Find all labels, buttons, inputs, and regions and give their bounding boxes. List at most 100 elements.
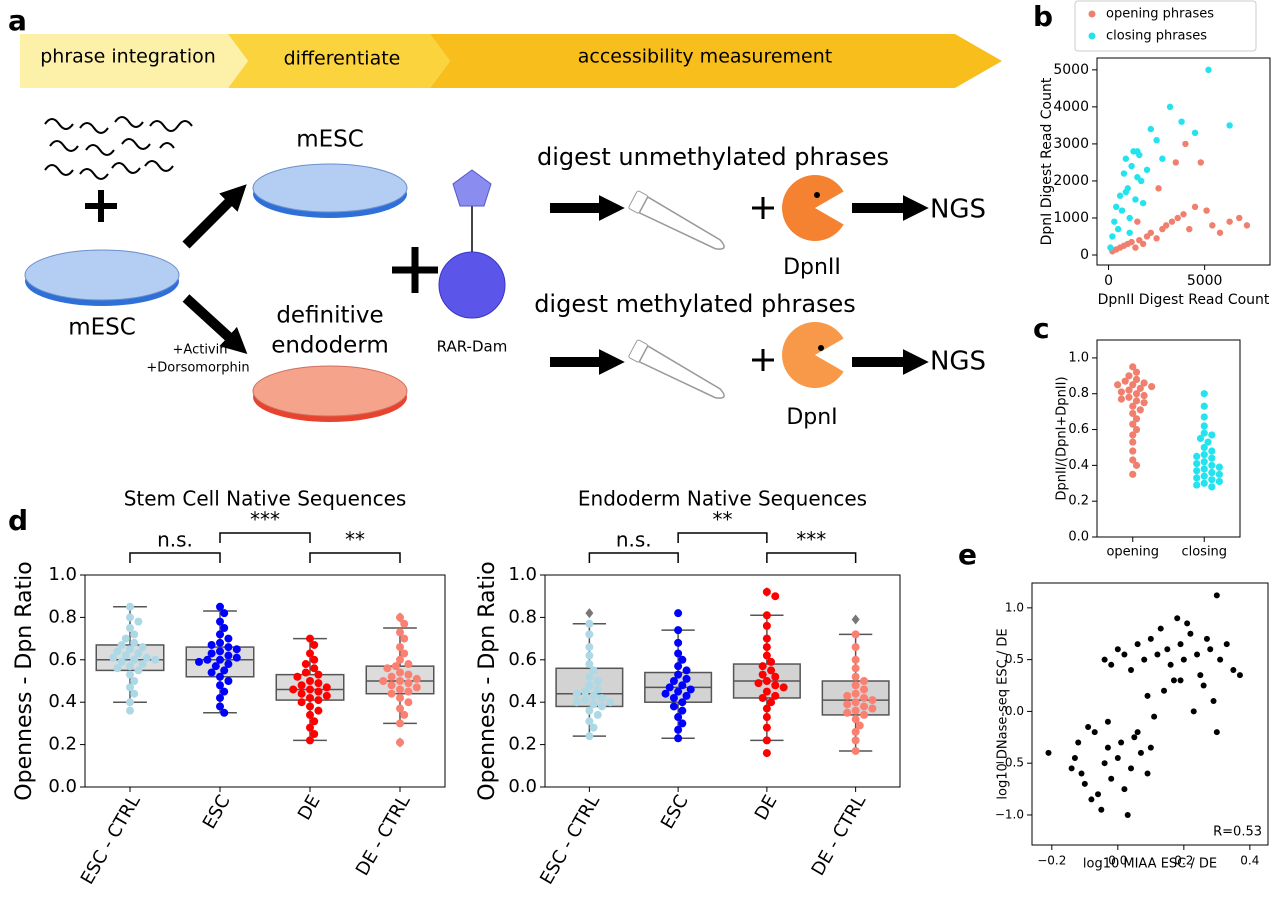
point [1148,382,1156,391]
plus-sign [392,247,438,293]
y-tick-label: 0 [1080,247,1089,263]
point [322,683,331,692]
point [762,723,771,732]
point [224,634,233,643]
point [1126,229,1133,236]
point [1170,677,1177,684]
point [1226,122,1233,129]
point [1071,755,1078,762]
point [589,723,598,732]
stage-band [20,34,248,88]
y-tick-label: 1.0 [1005,600,1024,614]
point [396,738,404,747]
point [1200,390,1208,398]
point [306,702,314,711]
point [1243,222,1251,229]
point [113,647,122,656]
y-axis-label: log10 DNase-seq ESC / DE [996,628,1011,799]
chart-title: Endoderm Native Sequences [578,487,867,511]
point [1190,708,1197,715]
arrow [182,294,248,355]
cell-label: mESC [68,315,136,341]
point [1134,641,1141,648]
point [310,664,319,673]
y-tick-label: 1000 [1053,210,1089,226]
point [771,691,780,700]
x-tick-label: DE [751,792,782,824]
point [860,702,869,711]
point [682,674,691,683]
assay-title: digest methylated phrases [534,290,856,318]
point [669,693,678,702]
point [232,653,241,662]
point [400,710,409,719]
point [762,634,771,643]
point [1215,470,1223,478]
point [134,649,143,658]
point [1068,765,1075,772]
point [306,685,314,694]
point [1114,755,1121,762]
point [1144,692,1151,699]
point [404,687,413,696]
x-tick-label: 0 [1104,273,1113,289]
significance-label: n.s. [157,528,193,552]
point [1166,103,1174,111]
point [1117,388,1126,396]
point [396,668,404,677]
point [1140,379,1148,387]
dam-domain [438,251,506,319]
point [585,681,594,690]
significance-bracket [219,532,311,543]
point [669,702,678,711]
point [1154,651,1161,658]
point [310,730,319,738]
point [216,617,224,626]
x-tick-label: DE [294,792,325,824]
point [301,668,310,677]
point [216,647,224,656]
point [1129,381,1137,389]
point [1197,159,1205,166]
point [126,698,134,707]
point [593,677,602,685]
point [400,649,409,658]
assay-title: digest unmethylated phrases [537,143,889,171]
point [126,624,134,632]
point [758,693,767,702]
point [396,719,404,728]
point [1118,207,1126,214]
point [400,619,409,628]
point [1226,218,1233,225]
point [1113,203,1120,211]
x-tick-label: closing [1181,545,1227,560]
point [400,634,409,643]
point [1172,159,1180,166]
point [589,691,598,700]
point [851,715,860,724]
stage-band [430,34,1002,88]
point [379,677,388,685]
point [585,651,594,660]
point [1117,395,1126,403]
treatment-label: +Dorsomorphin [146,361,249,376]
point [1126,214,1133,222]
point [1085,723,1092,730]
point [220,609,229,618]
point [1215,477,1223,486]
point [1098,806,1105,813]
point [762,704,771,713]
point [1114,381,1122,389]
point [851,664,860,673]
point [322,691,331,700]
y-tick-label: 0.4 [1068,458,1089,473]
point [134,617,143,626]
point [1217,656,1224,663]
point [1116,192,1124,199]
panel-label: a [8,4,27,37]
point [1180,656,1187,663]
legend-marker [1088,32,1096,40]
point [301,660,310,669]
point [224,643,233,652]
point [1128,666,1135,673]
